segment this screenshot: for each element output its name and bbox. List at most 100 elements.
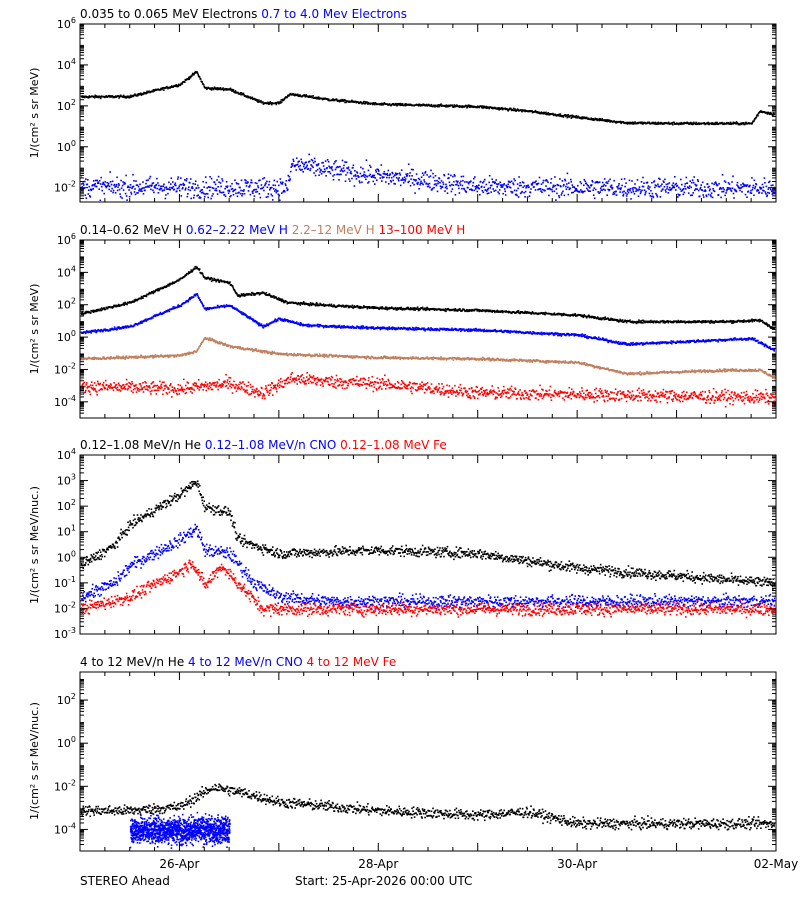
data-point <box>331 99 334 102</box>
data-point <box>468 105 470 108</box>
data-point <box>652 320 654 322</box>
data-point <box>735 190 738 193</box>
data-point <box>570 178 572 181</box>
data-point <box>550 182 552 184</box>
data-point <box>534 189 537 191</box>
data-point <box>94 329 97 332</box>
data-point <box>517 196 520 198</box>
data-point <box>141 187 144 189</box>
data-point <box>592 315 594 318</box>
data-point <box>124 95 127 98</box>
data-point <box>272 199 274 201</box>
data-point <box>167 283 170 286</box>
data-point <box>740 186 743 189</box>
data-point <box>390 307 392 309</box>
data-point <box>648 121 651 124</box>
data-point <box>742 122 745 124</box>
data-point <box>507 183 509 186</box>
data-point <box>496 186 498 188</box>
data-point <box>132 185 135 188</box>
data-point <box>677 321 679 324</box>
data-point <box>753 118 756 121</box>
data-point <box>222 191 225 194</box>
data-point <box>593 187 595 189</box>
data-point <box>407 306 409 309</box>
data-point <box>739 320 742 323</box>
data-point <box>223 306 226 309</box>
data-point <box>410 178 412 180</box>
data-point <box>170 86 173 89</box>
data-point <box>207 307 209 310</box>
data-point <box>117 327 120 329</box>
data-point <box>762 186 765 189</box>
data-point <box>608 189 611 191</box>
data-point <box>391 171 393 174</box>
data-point <box>191 270 193 273</box>
data-point <box>357 175 359 177</box>
data-point <box>453 105 455 108</box>
data-point <box>722 319 724 322</box>
data-point <box>507 310 509 313</box>
data-point <box>451 188 454 190</box>
data-point <box>347 166 350 169</box>
data-point <box>168 188 171 191</box>
data-point <box>643 122 645 125</box>
y-tick-label: 106 <box>57 232 76 247</box>
data-point <box>562 115 564 117</box>
data-point <box>420 176 423 178</box>
data-point <box>121 197 123 199</box>
data-point <box>151 182 154 185</box>
data-point <box>704 320 707 322</box>
data-point <box>126 303 128 306</box>
data-point <box>622 195 624 197</box>
data-point <box>651 121 654 124</box>
data-point <box>639 320 642 322</box>
data-point <box>133 301 135 303</box>
data-point <box>224 88 227 90</box>
data-point <box>251 181 253 184</box>
data-point <box>161 286 164 289</box>
data-point <box>630 191 633 194</box>
data-point <box>401 103 404 105</box>
data-point <box>501 107 503 109</box>
data-point <box>472 181 475 184</box>
data-point <box>681 189 684 192</box>
data-point <box>301 168 303 171</box>
data-point <box>730 190 733 192</box>
data-point <box>123 303 126 305</box>
data-point <box>760 110 762 112</box>
data-point <box>227 190 229 192</box>
data-point <box>436 179 438 182</box>
data-point <box>254 294 256 296</box>
data-point <box>434 179 436 182</box>
data-point <box>366 175 369 178</box>
data-point <box>750 319 753 322</box>
data-point <box>774 113 775 116</box>
data-point <box>599 191 601 193</box>
data-point <box>619 191 621 193</box>
data-point <box>355 100 357 103</box>
data-point <box>531 184 533 186</box>
data-point <box>218 306 221 308</box>
data-point <box>612 193 614 195</box>
data-point <box>238 310 241 312</box>
data-point <box>286 187 288 189</box>
data-point <box>419 105 422 107</box>
data-point <box>650 189 652 192</box>
data-point <box>625 195 628 197</box>
data-point <box>117 186 119 188</box>
data-point <box>566 172 569 175</box>
data-point <box>297 161 299 163</box>
data-point <box>763 177 766 179</box>
data-point <box>424 172 426 174</box>
data-point <box>515 193 517 196</box>
data-point <box>426 185 429 188</box>
data-point <box>649 186 651 188</box>
data-point <box>445 185 448 188</box>
data-point <box>191 187 194 189</box>
data-point <box>550 178 553 180</box>
data-point <box>472 184 474 187</box>
data-point <box>192 182 194 185</box>
data-point <box>127 186 130 188</box>
